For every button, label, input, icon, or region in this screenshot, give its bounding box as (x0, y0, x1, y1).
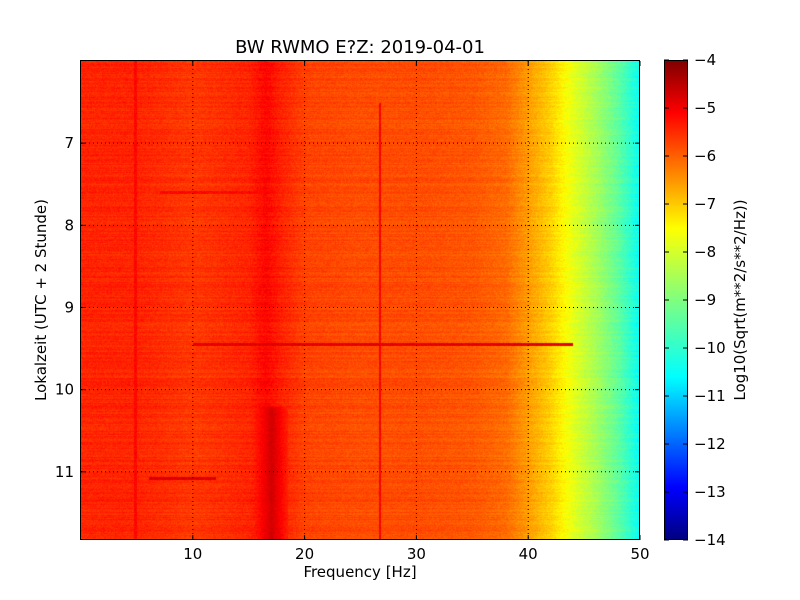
colorbar-label: Log10(Sqrt(m**2/s**2/Hz)) (731, 199, 749, 400)
x-tick-label: 40 (519, 545, 538, 563)
x-tick-label: 20 (295, 545, 314, 563)
colorbar-tick-label: −9 (694, 291, 716, 309)
x-tick-label: 10 (183, 545, 202, 563)
colorbar-tick-label: −6 (694, 147, 716, 165)
x-tick-label: 30 (407, 545, 426, 563)
colorbar-ticks: −4 −5 −6 −7 −8 −9 −10 −11 −12 −13 −14 (664, 51, 726, 549)
colorbar-tick-label: −11 (694, 387, 726, 405)
y-tick-label: 7 (64, 134, 74, 152)
colorbar-tick-label: −14 (694, 531, 726, 549)
colorbar-tick-label: −13 (694, 483, 726, 501)
y-tick-label: 10 (55, 381, 74, 399)
y-tick-label: 9 (64, 298, 74, 316)
y-tick-label: 11 (55, 463, 74, 481)
plot-frame (80, 60, 640, 540)
colorbar-tick-label: −8 (694, 243, 716, 261)
x-tick-label: 50 (630, 545, 649, 563)
y-axis: 7 8 9 10 11 (55, 134, 640, 481)
x-axis-label: Frequency [Hz] (303, 563, 416, 581)
colorbar-tick-label: −4 (694, 51, 716, 69)
y-tick-label: 8 (64, 216, 74, 234)
y-axis-label: Lokalzeit (UTC + 2 Stunde) (32, 199, 50, 401)
colorbar-tick-label: −7 (694, 195, 716, 213)
x-axis: 10 20 30 40 50 (183, 61, 650, 563)
colorbar-tick-label: −10 (694, 339, 726, 357)
colorbar-tick-label: −5 (694, 99, 716, 117)
colorbar-tick-label: −12 (694, 435, 726, 453)
chart-title: BW RWMO E?Z: 2019-04-01 (235, 37, 485, 58)
heatmap-area (81, 61, 640, 540)
